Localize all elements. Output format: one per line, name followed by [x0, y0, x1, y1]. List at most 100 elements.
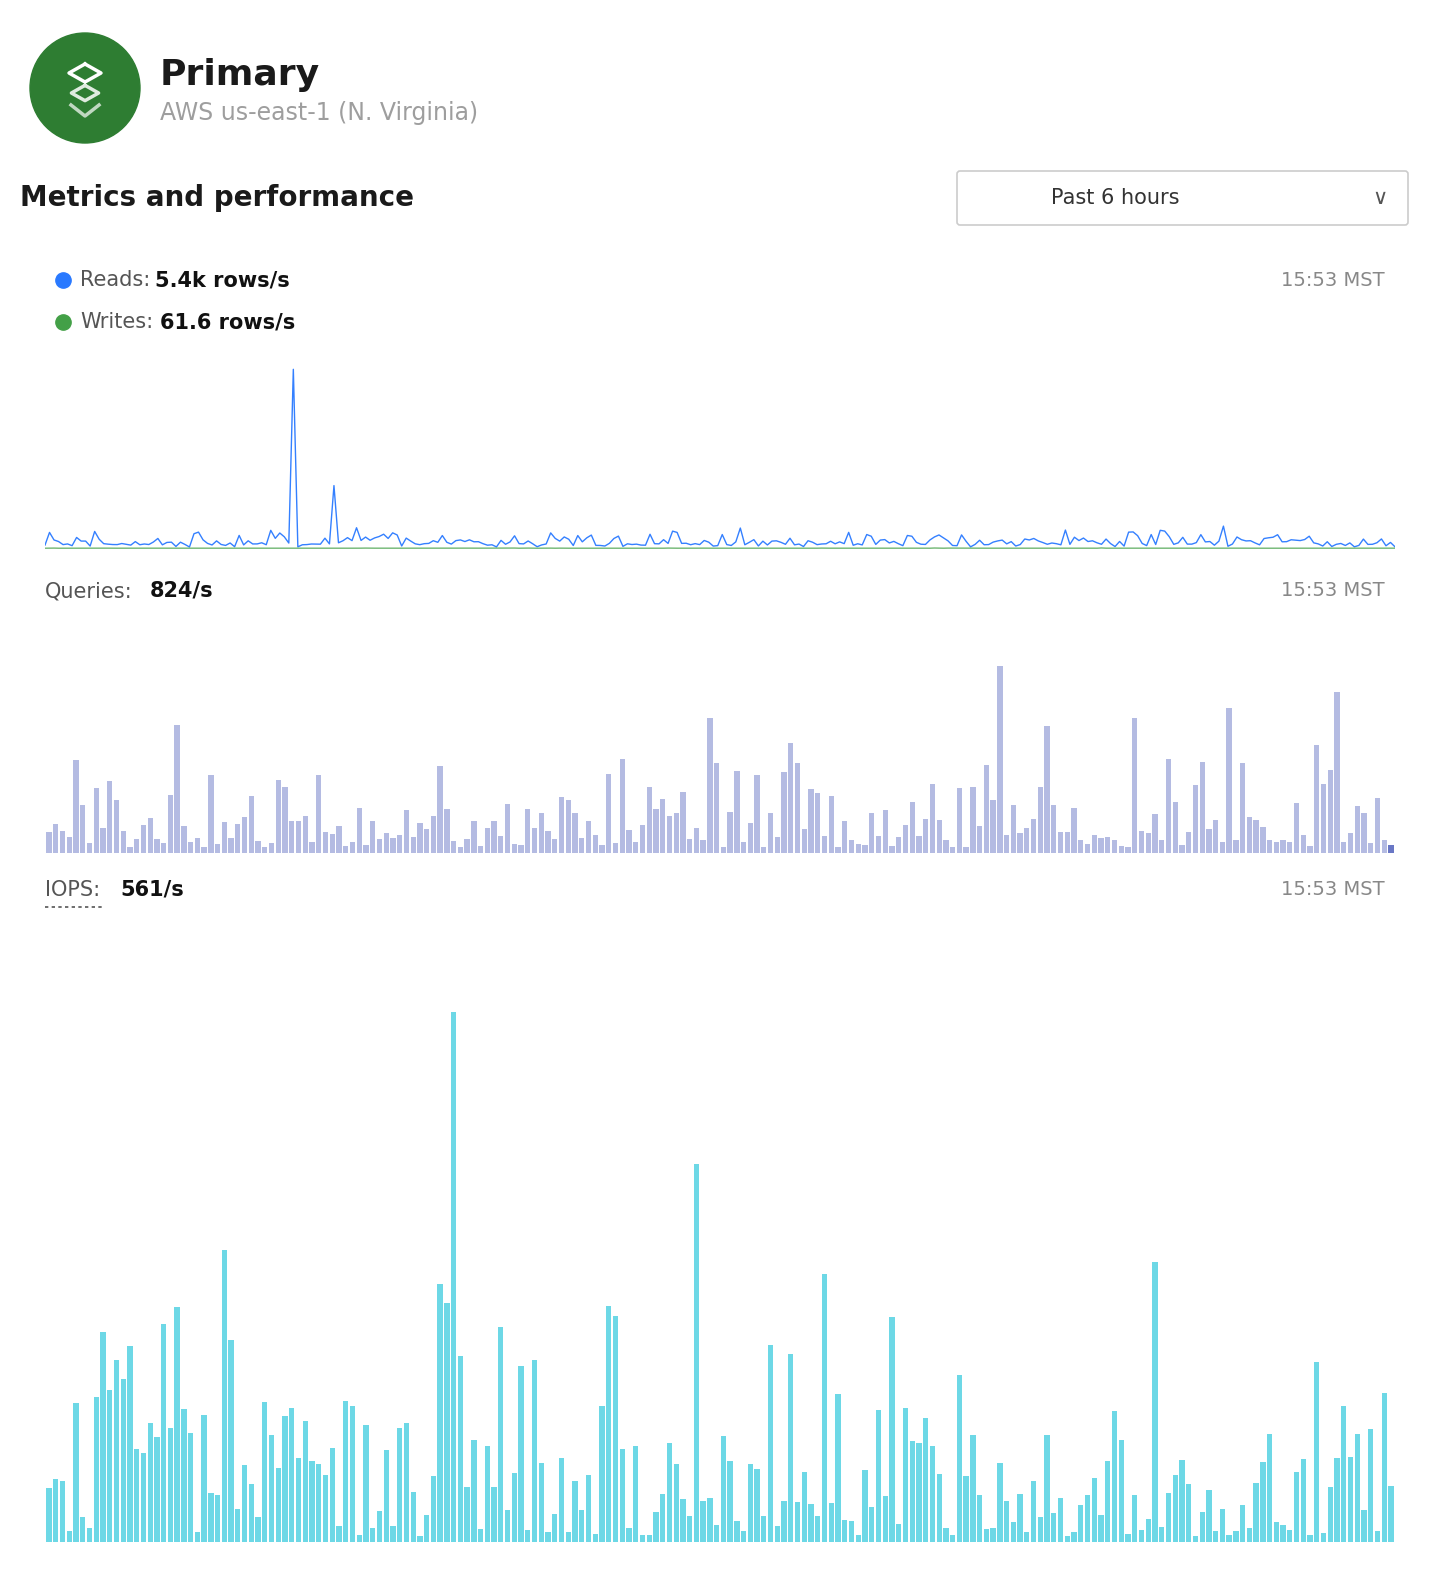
Text: Past 6 hours: Past 6 hours — [1051, 188, 1180, 208]
Bar — [741, 1531, 746, 1542]
Bar — [329, 834, 335, 853]
Bar — [1091, 835, 1097, 853]
Bar — [162, 1324, 166, 1542]
Bar — [606, 775, 612, 853]
Bar — [1254, 821, 1258, 853]
Bar — [815, 792, 821, 853]
Bar — [1354, 1433, 1360, 1542]
Bar — [73, 1403, 79, 1542]
Bar — [425, 1515, 429, 1542]
Bar — [309, 1461, 315, 1542]
Bar — [363, 845, 369, 853]
Bar — [93, 788, 99, 853]
Bar — [1274, 1523, 1278, 1542]
Bar — [828, 796, 834, 853]
Bar — [701, 1502, 706, 1542]
Bar — [53, 824, 59, 853]
Bar — [686, 840, 692, 853]
Bar — [194, 838, 200, 853]
Bar — [162, 843, 166, 853]
Bar — [755, 1468, 759, 1542]
Bar — [296, 821, 302, 853]
Bar — [167, 1427, 173, 1542]
Bar — [214, 845, 220, 853]
Bar — [80, 1518, 86, 1542]
Bar — [46, 832, 51, 853]
Bar — [808, 1505, 814, 1542]
Bar — [997, 1464, 1002, 1542]
Bar — [1185, 832, 1191, 853]
Bar — [626, 831, 632, 853]
Bar — [795, 762, 801, 853]
Bar — [127, 846, 133, 853]
Bar — [390, 1526, 396, 1542]
Bar — [363, 1426, 369, 1542]
Bar — [559, 797, 565, 853]
Bar — [1321, 1534, 1326, 1542]
Bar — [309, 842, 315, 853]
Bar — [902, 1408, 908, 1542]
Bar — [1374, 1532, 1380, 1542]
Bar — [1011, 805, 1015, 853]
Bar — [1173, 1475, 1178, 1542]
Bar — [458, 1357, 463, 1542]
Bar — [256, 1516, 260, 1542]
Bar — [930, 1446, 935, 1542]
Bar — [390, 838, 396, 853]
Bar — [592, 1534, 598, 1542]
Bar — [977, 826, 982, 853]
Bar — [842, 1519, 848, 1542]
Bar — [403, 810, 409, 853]
Bar — [356, 808, 362, 853]
Bar — [376, 840, 382, 853]
Bar — [619, 759, 625, 853]
Bar — [323, 1475, 327, 1542]
Bar — [1240, 1505, 1246, 1542]
Bar — [599, 1406, 605, 1542]
Bar — [1369, 1429, 1373, 1542]
Bar — [922, 819, 928, 853]
Bar — [681, 1499, 685, 1542]
Bar — [586, 1475, 591, 1542]
Bar — [957, 788, 962, 853]
Bar — [1031, 819, 1037, 853]
Bar — [674, 813, 679, 853]
Bar — [1031, 1481, 1037, 1542]
Bar — [661, 799, 665, 853]
Bar — [438, 1284, 443, 1542]
Bar — [950, 1535, 955, 1542]
Bar — [875, 1410, 881, 1542]
Bar — [545, 831, 551, 853]
Bar — [654, 808, 659, 853]
Bar — [694, 827, 699, 853]
Bar — [1341, 1406, 1347, 1542]
Bar — [944, 840, 948, 853]
Bar — [708, 1499, 712, 1542]
Bar — [592, 835, 598, 853]
Bar — [1058, 832, 1062, 853]
Bar — [741, 842, 746, 853]
Bar — [721, 1437, 726, 1542]
Bar — [430, 1475, 436, 1542]
Bar — [403, 1422, 409, 1542]
Bar — [1091, 1478, 1097, 1542]
Bar — [202, 848, 207, 853]
Bar — [572, 813, 578, 853]
Bar — [1051, 805, 1057, 853]
Bar — [897, 837, 901, 853]
Bar — [60, 1481, 66, 1542]
Bar — [532, 1360, 538, 1542]
Bar — [606, 1306, 612, 1542]
Bar — [410, 837, 416, 853]
Text: 15:53 MST: 15:53 MST — [1281, 270, 1386, 290]
Bar — [174, 725, 180, 853]
Text: 561/s: 561/s — [120, 880, 183, 901]
Bar — [950, 846, 955, 853]
Bar — [937, 1473, 942, 1542]
Bar — [1193, 1535, 1198, 1542]
Bar — [599, 845, 605, 853]
Bar — [120, 832, 126, 853]
Bar — [997, 665, 1002, 853]
Bar — [1078, 840, 1084, 853]
Bar — [902, 824, 908, 853]
